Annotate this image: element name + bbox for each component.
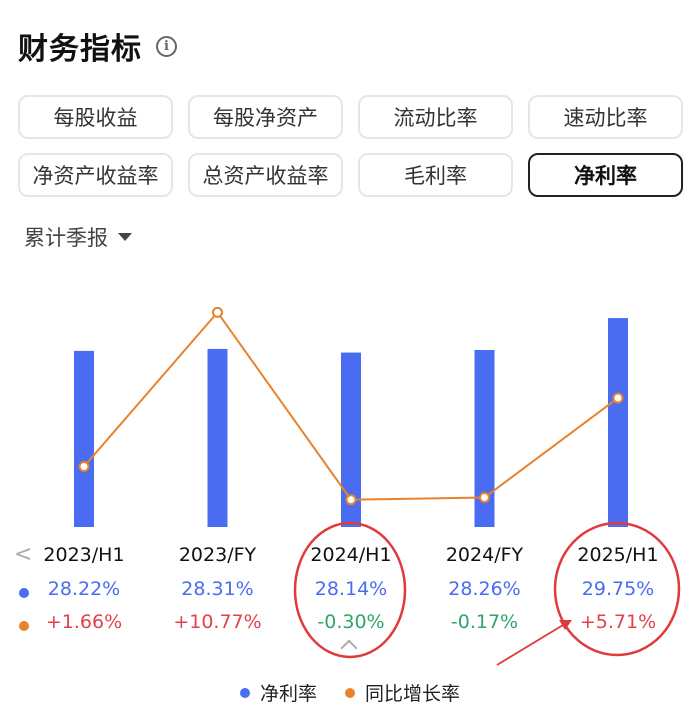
net-margin-value: 28.14% bbox=[314, 578, 388, 600]
tab-bvps[interactable]: 每股净资产 bbox=[188, 95, 343, 139]
net-margin-chart bbox=[74, 306, 628, 527]
metric-tabs: 每股收益 每股净资产 流动比率 速动比率 净资产收益率 总资产收益率 毛利率 净… bbox=[18, 95, 684, 197]
growth-point-2024-fy[interactable] bbox=[479, 491, 490, 503]
growth-value: +10.77% bbox=[173, 611, 262, 633]
legend-label-net-margin: 净利率 bbox=[259, 683, 317, 705]
tab-current-ratio[interactable]: 流动比率 bbox=[358, 95, 513, 139]
net-margin-value: 28.31% bbox=[181, 578, 254, 600]
page-title: 财务指标 bbox=[18, 32, 142, 67]
growth-value: -0.30% bbox=[317, 611, 385, 633]
category-label: 2023/H1 bbox=[43, 544, 125, 566]
growth-dot bbox=[19, 621, 29, 631]
caret-down-icon bbox=[118, 233, 132, 241]
bar-2023-fy[interactable] bbox=[207, 348, 228, 527]
net-margin-value: 29.75% bbox=[581, 578, 655, 600]
category-row: 2023/H1 2023/FY 2024/H1 2024/FY 2025/H1 bbox=[0, 544, 700, 578]
tab-eps[interactable]: 每股收益 bbox=[18, 95, 173, 139]
net-margin-value: 28.26% bbox=[448, 578, 521, 600]
tab-quick-ratio[interactable]: 速动比率 bbox=[528, 95, 683, 139]
legend-item-growth[interactable]: 同比增长率 bbox=[345, 679, 460, 706]
legend-dot-growth bbox=[345, 687, 355, 698]
bar-2025-h1[interactable] bbox=[608, 318, 628, 527]
period-label: 累计季报 bbox=[24, 226, 108, 250]
bar-2024-fy[interactable] bbox=[474, 350, 495, 527]
growth-value: +5.71% bbox=[579, 611, 657, 633]
tab-net-margin[interactable]: 净利率 bbox=[528, 153, 683, 197]
net-margin-value: 28.22% bbox=[47, 578, 121, 600]
info-icon[interactable]: i bbox=[156, 35, 177, 57]
category-label: 2025/H1 bbox=[577, 544, 659, 566]
legend-dot-net-margin bbox=[239, 687, 250, 698]
growth-point-2024-h1[interactable] bbox=[345, 494, 357, 506]
growth-value: -0.17% bbox=[450, 611, 519, 633]
legend-label-growth: 同比增长率 bbox=[365, 683, 461, 705]
period-selector[interactable]: 累计季报 bbox=[24, 222, 132, 252]
legend: 净利率 同比增长率 bbox=[0, 679, 700, 706]
net-margin-dot bbox=[19, 588, 29, 598]
title-row: 财务指标 i bbox=[18, 24, 177, 68]
growth-point-2025-h1[interactable] bbox=[612, 392, 624, 404]
net-margin-row: 28.22% 28.31% 28.14% 28.26% 29.75% bbox=[0, 578, 700, 612]
growth-point-2023-h1[interactable] bbox=[78, 461, 90, 473]
legend-item-net-margin[interactable]: 净利率 bbox=[239, 679, 317, 706]
category-label: 2024/H1 bbox=[310, 544, 392, 566]
category-label: 2024/FY bbox=[445, 544, 524, 566]
tab-roe[interactable]: 净资产收益率 bbox=[18, 153, 173, 197]
tab-roa[interactable]: 总资产收益率 bbox=[188, 153, 343, 197]
growth-point-2023-fy[interactable] bbox=[212, 306, 223, 318]
bar-2024-h1[interactable] bbox=[341, 352, 361, 527]
growth-value: +1.66% bbox=[45, 611, 123, 633]
bar-2023-h1[interactable] bbox=[74, 350, 94, 527]
prev-page-icon[interactable]: < bbox=[14, 542, 33, 567]
tab-gross-margin[interactable]: 毛利率 bbox=[358, 153, 513, 197]
category-label: 2023/FY bbox=[178, 544, 257, 566]
